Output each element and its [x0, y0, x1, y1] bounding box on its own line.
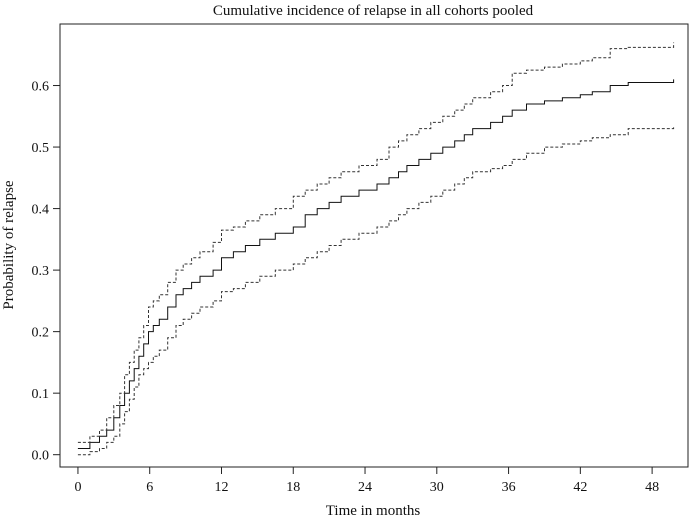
x-tick-label: 12 — [214, 480, 228, 495]
y-tick-label: 0.4 — [32, 203, 50, 218]
y-tick-label: 0.6 — [32, 80, 50, 95]
y-tick-label: 0.0 — [32, 449, 50, 464]
y-axis: 0.0 0.1 0.2 0.3 0.4 0.5 0.6 — [32, 80, 60, 464]
y-tick-label: 0.3 — [32, 264, 50, 279]
x-tick-label: 30 — [430, 480, 444, 495]
series-ci-line — [77, 42, 675, 443]
y-axis-label: Probability of relapse — [1, 180, 17, 309]
x-tick-label: 48 — [645, 480, 659, 495]
series-estimate-line — [77, 79, 675, 449]
x-tick-label: 18 — [286, 480, 300, 495]
x-tick-label: 42 — [573, 480, 587, 495]
x-tick-label: 0 — [74, 480, 81, 495]
x-tick-label: 36 — [502, 480, 516, 495]
y-tick-label: 0.5 — [32, 141, 50, 156]
plot-frame — [59, 23, 689, 468]
chart-title: Cumulative incidence of relapse in all c… — [213, 3, 534, 19]
series-layer — [77, 42, 675, 456]
y-tick-label: 0.1 — [32, 387, 50, 402]
x-axis: 0 6 12 18 24 30 36 42 48 — [74, 467, 659, 495]
y-tick-label: 0.2 — [32, 326, 50, 341]
x-axis-label: Time in months — [326, 503, 421, 519]
x-tick-label: 6 — [146, 480, 153, 495]
x-tick-label: 24 — [358, 480, 372, 495]
